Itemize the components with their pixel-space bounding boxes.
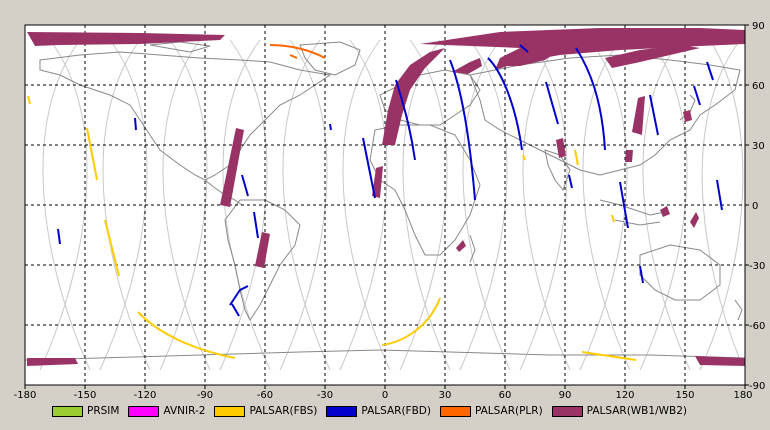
orbit-tracks	[39, 39, 744, 371]
legend-swatch	[214, 405, 246, 417]
wb-swath-asia	[605, 45, 700, 68]
legend-label: PALSAR(FBD)	[361, 405, 431, 417]
wb-swath-indonesia	[660, 206, 670, 217]
y-tick-label: -60	[749, 321, 765, 332]
tick-marks	[24, 24, 749, 389]
legend-item-palsar-wb: PALSAR(WB1/WB2)	[551, 405, 687, 417]
wb-swath-antarctic-west	[27, 358, 78, 366]
legend-label: PRSIM	[87, 405, 120, 417]
wb-swath-arctic-west	[27, 32, 225, 46]
wb-swath-antarctic-east	[695, 356, 745, 366]
x-tick-label: 30	[439, 390, 452, 400]
x-tick-label: 0	[382, 390, 388, 400]
x-tick-label: 120	[615, 390, 634, 400]
legend-swatch	[439, 405, 471, 417]
wb-swath-russia	[452, 58, 482, 74]
coastlines	[24, 39, 746, 361]
wb-swath-china	[683, 110, 692, 122]
legend-label: PALSAR(WB1/WB2)	[586, 405, 687, 417]
y-tick-label: 60	[752, 81, 765, 92]
x-tick-label: -120	[134, 390, 157, 400]
x-tick-labels: -180 -150 -120 -90 -60 -30 0 30 60 90 12…	[14, 390, 753, 400]
wb-swath-png	[690, 212, 699, 228]
legend-item-avnir2: AVNIR-2	[128, 405, 205, 417]
x-tick-label: 150	[675, 390, 694, 400]
y-tick-label: 0	[752, 201, 758, 212]
wb-swath-sea	[625, 150, 633, 162]
y-tick-label: -30	[749, 261, 765, 272]
x-tick-label: -90	[197, 390, 213, 400]
x-tick-label: -180	[14, 390, 37, 400]
tracks-fbd	[57, 44, 723, 317]
legend-label: AVNIR-2	[163, 405, 206, 417]
y-tick-label: 90	[752, 21, 765, 32]
wb-swath-sa	[556, 138, 566, 158]
legend-item-prsim: PRSIM	[52, 405, 119, 417]
wb-swath-siberia	[498, 50, 560, 66]
x-tick-label: 90	[559, 390, 572, 400]
x-tick-label: 60	[499, 390, 512, 400]
y-tick-label: 30	[752, 141, 765, 152]
legend-item-palsar-plr: PALSAR(PLR)	[439, 405, 543, 417]
legend-item-palsar-fbd: PALSAR(FBD)	[326, 405, 431, 417]
wb-swath-africa	[372, 166, 383, 198]
legend-label: PALSAR(FBS)	[249, 405, 318, 417]
coverage-map: -180 -150 -120 -90 -60 -30 0 30 60 90 12…	[14, 21, 766, 400]
wb-swath-arctic-east	[420, 28, 745, 70]
legend-swatch	[551, 405, 583, 417]
legend-swatch	[52, 405, 83, 417]
y-tick-labels: 90 60 30 0 -30 -60 -90	[749, 21, 765, 392]
legend-label: PALSAR(PLR)	[474, 405, 543, 417]
legend-swatch	[128, 405, 160, 417]
wb-swath-india	[632, 96, 645, 135]
wb-swath-africa-south	[456, 240, 466, 252]
x-tick-label: 180	[733, 390, 752, 400]
wb-swath-europe	[382, 48, 445, 145]
wb-swath-south-am	[255, 232, 270, 268]
grid-lines	[25, 25, 745, 385]
x-tick-label: -30	[317, 390, 333, 400]
x-tick-label: -150	[74, 390, 97, 400]
legend: PRSIM AVNIR-2 PALSAR(FBS) PALSAR(FBD) PA…	[52, 403, 696, 419]
legend-swatch	[326, 405, 358, 417]
tracks-plr	[269, 44, 326, 59]
swaths-wb1-wb2	[27, 28, 745, 366]
y-tick-label: -90	[749, 381, 765, 392]
wb-swath-na	[220, 128, 244, 207]
tracks-fbs	[27, 95, 637, 361]
legend-item-palsar-fbs: PALSAR(FBS)	[214, 405, 317, 417]
x-tick-label: -60	[257, 390, 273, 400]
